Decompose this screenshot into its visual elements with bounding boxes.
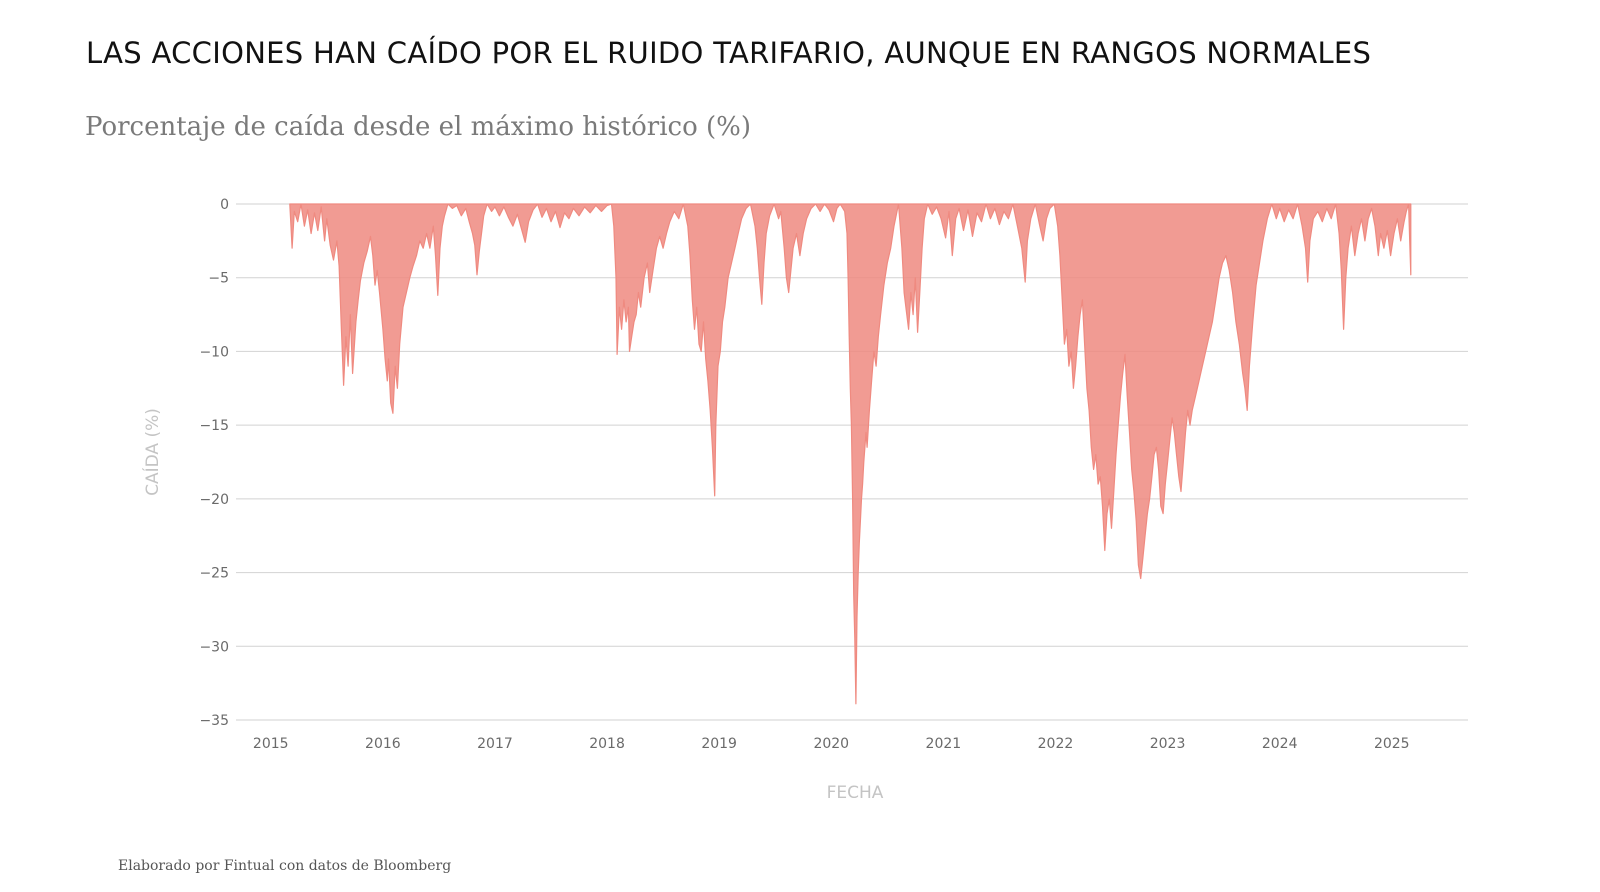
y-tick-label: −25 — [199, 566, 229, 582]
y-axis-title: CAÍDA (%) — [141, 408, 163, 496]
drawdown-area — [289, 203, 1412, 705]
chart-subtitle: Porcentaje de caída desde el máximo hist… — [85, 112, 752, 142]
x-tick-label: 2020 — [813, 736, 849, 752]
y-tick-label: −35 — [199, 713, 229, 729]
x-tick-label: 2022 — [1038, 736, 1074, 752]
drawdown-series-area — [289, 203, 1412, 705]
x-tick-label: 2017 — [477, 736, 513, 752]
y-tick-label: −15 — [199, 418, 229, 434]
x-tick-label: 2024 — [1262, 736, 1298, 752]
source-note: Elaborado por Fintual con datos de Bloom… — [118, 858, 452, 874]
y-tick-label: −30 — [199, 639, 229, 655]
x-tick-label: 2021 — [926, 736, 962, 752]
x-axis-ticks: 2015 2016 2017 2018 2019 2020 2021 2022 2023 2024… — [253, 736, 1410, 752]
x-tick-label: 2018 — [589, 736, 625, 752]
x-tick-label: 2025 — [1374, 736, 1410, 752]
chart-title: LAS ACCIONES HAN CAÍDO POR EL RUIDO TARI… — [86, 36, 1372, 70]
y-tick-label: −20 — [199, 492, 229, 508]
x-tick-label: 2016 — [365, 736, 401, 752]
y-axis-ticks: 0 −5 −10 −15 −20 −25 −30 −35 — [199, 197, 229, 729]
x-axis-title: FECHA — [827, 783, 884, 803]
y-tick-label: −10 — [199, 344, 229, 360]
x-tick-label: 2023 — [1150, 736, 1186, 752]
y-tick-label: 0 — [220, 197, 229, 213]
x-tick-label: 2015 — [253, 736, 289, 752]
x-tick-label: 2019 — [701, 736, 737, 752]
y-tick-label: −5 — [208, 271, 229, 287]
